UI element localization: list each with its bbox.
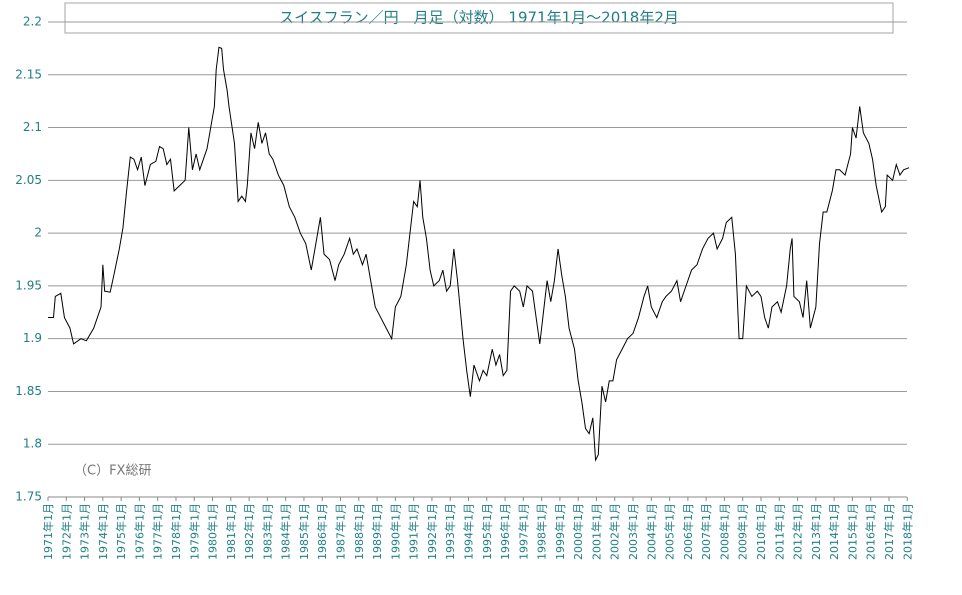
x-tick-label: 2013年1月 bbox=[809, 503, 823, 560]
x-tick-label: 1990年1月 bbox=[388, 503, 402, 560]
x-tick-label: 2011年1月 bbox=[772, 503, 786, 560]
x-tick-label: 1999年1月 bbox=[553, 503, 567, 560]
x-tick-label: 2016年1月 bbox=[864, 503, 878, 560]
x-tick-label: 2008年1月 bbox=[717, 503, 731, 560]
x-tick-label: 1991年1月 bbox=[407, 503, 421, 560]
y-tick-label: 1.75 bbox=[15, 490, 42, 504]
x-tick-label: 2010年1月 bbox=[754, 503, 768, 560]
x-tick-label: 1981年1月 bbox=[224, 503, 238, 560]
y-tick-label: 1.9 bbox=[23, 331, 42, 345]
x-tick-label: 2005年1月 bbox=[663, 503, 677, 560]
x-tick-label: 2004年1月 bbox=[644, 503, 658, 560]
x-tick-label: 2007年1月 bbox=[699, 503, 713, 560]
x-tick-label: 2006年1月 bbox=[681, 503, 695, 560]
x-tick-label: 1974年1月 bbox=[96, 503, 110, 560]
y-tick-label: 1.85 bbox=[15, 384, 42, 398]
x-tick-label: 1993年1月 bbox=[443, 503, 457, 560]
annotation: （C）FX総研 bbox=[74, 464, 151, 479]
x-tick-label: 2014年1月 bbox=[827, 503, 841, 560]
x-tick-label: 1988年1月 bbox=[352, 503, 366, 560]
y-tick-label: 2.05 bbox=[15, 173, 42, 187]
x-tick-label: 1980年1月 bbox=[206, 503, 220, 560]
x-tick-label: 1994年1月 bbox=[461, 503, 475, 560]
x-tick-label: 1983年1月 bbox=[260, 503, 274, 560]
x-tick-label: 1995年1月 bbox=[480, 503, 494, 560]
x-tick-label: 1976年1月 bbox=[132, 503, 146, 560]
x-tick-label: 1977年1月 bbox=[151, 503, 165, 560]
title-box bbox=[64, 2, 894, 34]
x-tick-label: 1996年1月 bbox=[498, 503, 512, 560]
y-tick-label: 1.8 bbox=[23, 437, 42, 451]
y-tick-label: 2.15 bbox=[15, 67, 42, 81]
x-tick-label: 2003年1月 bbox=[626, 503, 640, 560]
x-tick-label: 1997年1月 bbox=[516, 503, 530, 560]
x-tick-label: 2015年1月 bbox=[845, 503, 859, 560]
x-tick-label: 1987年1月 bbox=[334, 503, 348, 560]
x-tick-label: 1998年1月 bbox=[535, 503, 549, 560]
x-tick-label: 1975年1月 bbox=[114, 503, 128, 560]
x-tick-label: 1972年1月 bbox=[59, 503, 73, 560]
x-tick-label: 1986年1月 bbox=[315, 503, 329, 560]
x-tick-label: 2017年1月 bbox=[882, 503, 896, 560]
chart-title: スイスフラン／円 月足（対数） 1971年1月～2018年2月 bbox=[279, 9, 679, 27]
x-tick-label: 1989年1月 bbox=[370, 503, 384, 560]
x-tick-label: 1982年1月 bbox=[242, 503, 256, 560]
x-tick-label: 1978年1月 bbox=[169, 503, 183, 560]
y-tick-label: 1.95 bbox=[15, 278, 42, 292]
x-tick-label: 1984年1月 bbox=[279, 503, 293, 560]
x-tick-label: 1992年1月 bbox=[425, 503, 439, 560]
x-tick-label: 2002年1月 bbox=[608, 503, 622, 560]
price-line bbox=[48, 46, 910, 462]
y-tick-label: 2.2 bbox=[23, 15, 42, 29]
x-tick-label: 2009年1月 bbox=[736, 503, 750, 560]
x-tick-label: 1971年1月 bbox=[41, 503, 55, 560]
x-tick-label: 2018年1月 bbox=[900, 503, 914, 560]
y-tick-label: 2.1 bbox=[23, 120, 42, 134]
x-tick-label: 2001年1月 bbox=[589, 503, 603, 560]
x-tick-label: 1973年1月 bbox=[78, 503, 92, 560]
x-tick-label: 1979年1月 bbox=[187, 503, 201, 560]
x-tick-label: 2000年1月 bbox=[571, 503, 585, 560]
x-tick-label: 2012年1月 bbox=[791, 503, 805, 560]
y-tick-label: 2 bbox=[34, 226, 42, 240]
x-tick-label: 1985年1月 bbox=[297, 503, 311, 560]
